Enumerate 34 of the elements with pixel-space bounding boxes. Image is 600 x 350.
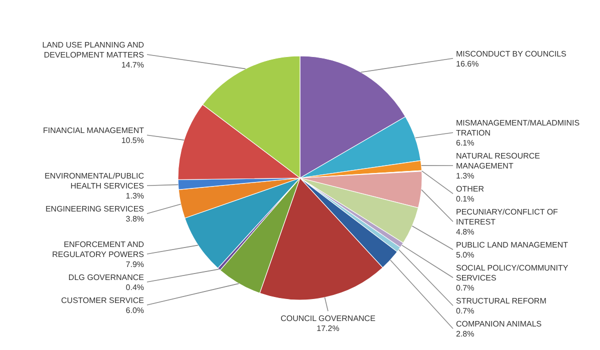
slice-label: PUBLIC LAND MANAGEMENT [456,240,568,250]
data-label: 2.8% [456,330,474,339]
data-label: 17.2% [316,324,340,334]
data-label: 0.4% [126,283,144,292]
slice-label: MISMANAGEMENT/MALADMINISTRATION [456,118,580,138]
data-label: 0.7% [456,306,474,316]
slice-label: ENGINEERING SERVICES [45,204,144,214]
slice-label: LAND USE PLANNING AND DEVELOPMENT MATTERS [42,40,144,60]
data-label: 1.3% [456,172,474,181]
slice-label: OTHER [456,184,484,194]
slice-label: COUNCIL GOVERNANCE [280,314,376,324]
data-label: 10.5% [121,136,144,146]
slice-label: ENVIRONMENTAL/PUBLIC HEALTH SERVICES [44,172,144,191]
data-label: 6.0% [126,306,144,316]
data-label: 16.6% [456,59,479,68]
data-label: 14.7% [121,60,144,70]
slice-label: SOCIAL POLICY/COMMUNITY SERVICES [456,264,569,283]
slice-label: DLG GOVERNANCE [68,273,144,282]
slice-label: NATURAL RESOURCE MANAGEMENT [456,152,540,171]
data-label: 3.8% [126,214,144,224]
slice-label: MISCONDUCT BY COUNCILS [456,49,566,58]
data-label: 7.9% [126,260,144,270]
slice-label: COMPANION ANIMALS [456,320,542,329]
slice-label: ENFORCEMENT AND REGULATORY POWERS [52,240,144,260]
data-label: 0.7% [456,284,474,293]
slice-label: FINANCIAL MANAGEMENT [42,126,144,136]
data-label: 4.8% [456,228,474,237]
slice-label: PECUNIARY/CONFLICT OF INTEREST [456,208,558,227]
slice-label: STRUCTURAL REFORM [456,296,547,306]
data-label: 0.1% [456,194,474,204]
slice-label: CUSTOMER SERVICE [61,296,144,306]
data-label: 6.1% [456,138,474,148]
data-label: 1.3% [126,192,144,201]
data-label: 5.0% [456,250,474,260]
